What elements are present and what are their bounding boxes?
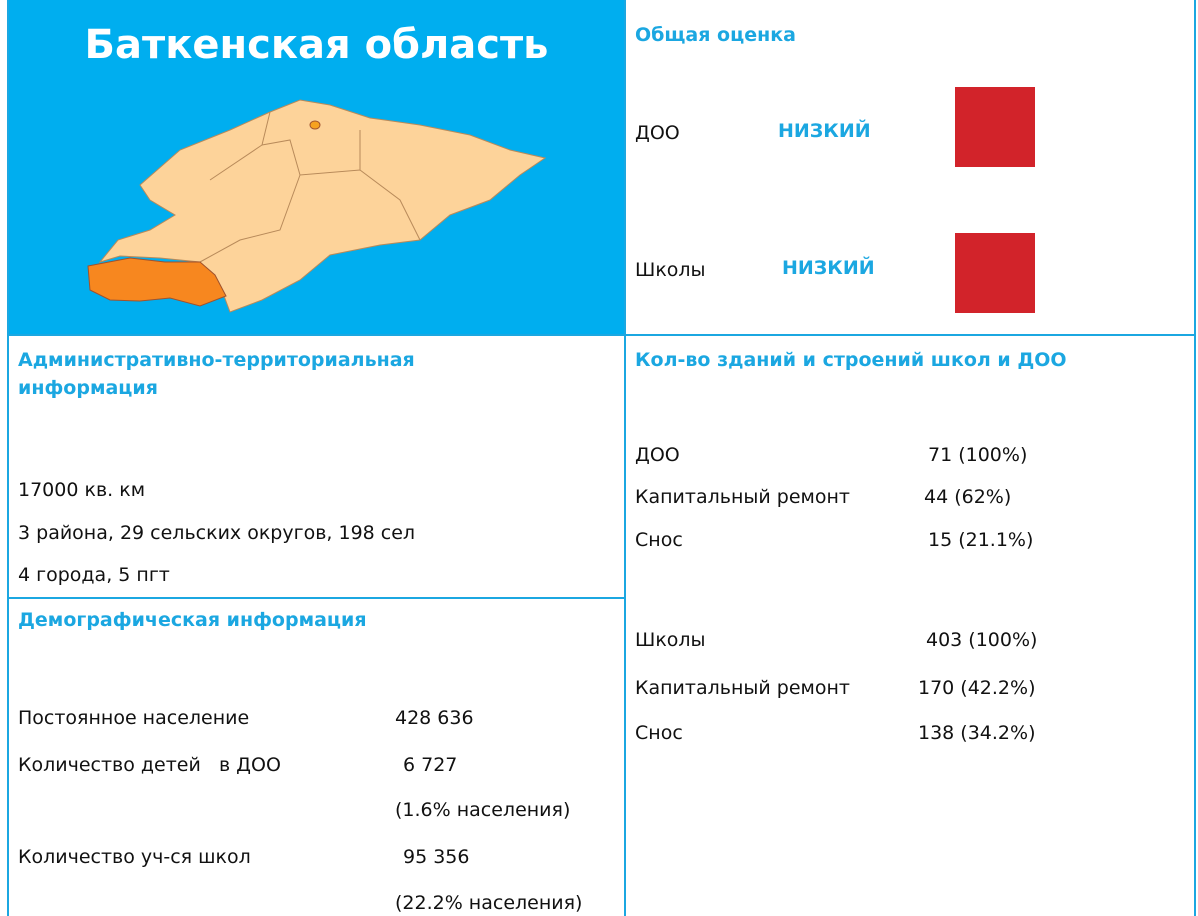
admin-line: 17000 кв. км	[18, 479, 146, 501]
admin-line: 4 города, 5 пгт	[18, 564, 170, 586]
batken-region	[87, 257, 227, 307]
demo-title: Демографическая информация	[18, 609, 367, 631]
map	[87, 99, 547, 313]
overall-label: ДОО	[635, 122, 680, 144]
border	[7, 334, 1196, 336]
buildings-label: ДОО	[635, 444, 680, 466]
buildings-label: Капитальный ремонт	[635, 486, 850, 508]
buildings-label: Снос	[635, 722, 683, 744]
buildings-label: Школы	[635, 629, 706, 651]
region-title: Баткенская область	[84, 22, 549, 68]
demo-note: (22.2% населения)	[395, 892, 583, 914]
buildings-value: 15 (21.1%)	[928, 529, 1034, 551]
demo-note: (1.6% населения)	[395, 799, 571, 821]
border	[1194, 0, 1196, 916]
overall-level: НИЗКИЙ	[778, 120, 871, 142]
demo-label: Количество детей в ДОО	[18, 754, 281, 776]
demo-label: Постоянное население	[18, 707, 250, 729]
overall-label: Школы	[635, 259, 706, 281]
buildings-value: 403 (100%)	[926, 629, 1038, 651]
overall-title: Общая оценка	[635, 24, 796, 46]
demo-value: 6 727	[403, 754, 458, 776]
border	[624, 0, 626, 916]
demo-value: 428 636	[395, 707, 474, 729]
admin-title: Административно-территориальная информац…	[18, 349, 415, 399]
region-borders	[199, 111, 421, 263]
buildings-value: 71 (100%)	[928, 444, 1028, 466]
border	[7, 0, 9, 916]
level-square	[955, 87, 1035, 167]
border	[7, 597, 626, 599]
buildings-value: 138 (34.2%)	[918, 722, 1036, 744]
admin-line: 3 района, 29 сельских округов, 198 сел	[18, 522, 416, 544]
demo-label: Количество уч-ся школ	[18, 846, 251, 868]
country-shape	[98, 99, 547, 313]
buildings-value: 170 (42.2%)	[918, 677, 1036, 699]
demo-value: 95 356	[403, 846, 470, 868]
buildings-title: Кол-во зданий и строений школ и ДОО	[635, 349, 1067, 371]
level-square	[955, 233, 1035, 313]
lake	[309, 120, 321, 130]
buildings-label: Снос	[635, 529, 683, 551]
buildings-label: Капитальный ремонт	[635, 677, 850, 699]
overall-level: НИЗКИЙ	[782, 257, 875, 279]
buildings-value: 44 (62%)	[924, 486, 1012, 508]
